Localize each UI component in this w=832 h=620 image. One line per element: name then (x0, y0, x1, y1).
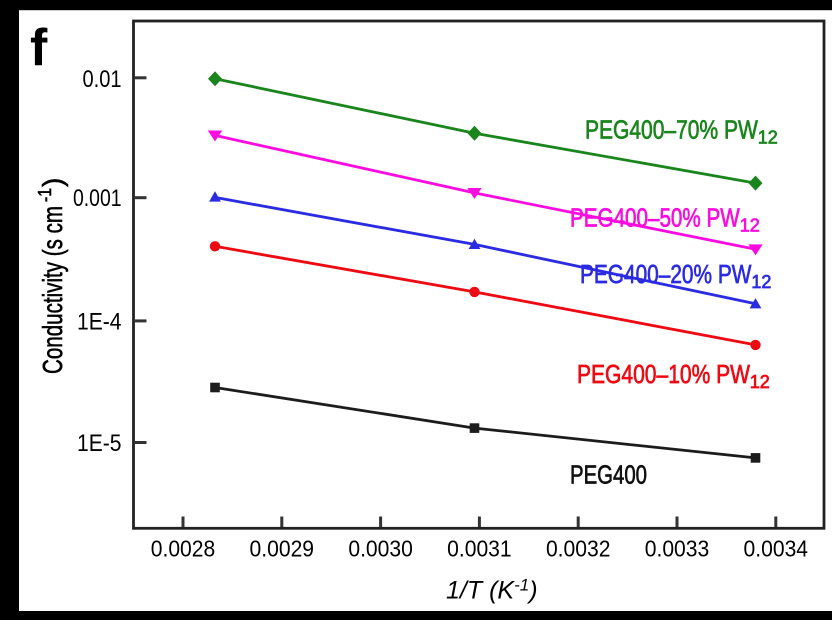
svg-text:12: 12 (750, 372, 770, 392)
svg-text:12: 12 (751, 272, 771, 292)
svg-text:PEG400–50% PW: PEG400–50% PW (570, 203, 740, 233)
svg-text:0.01: 0.01 (83, 66, 122, 93)
svg-text:0.0034: 0.0034 (744, 536, 809, 562)
svg-text:f: f (30, 19, 48, 77)
svg-text:0.0032: 0.0032 (546, 536, 611, 562)
svg-text:1E-5: 1E-5 (77, 430, 122, 457)
svg-text:12: 12 (740, 216, 760, 236)
svg-text:PEG400–10% PW: PEG400–10% PW (577, 359, 750, 389)
svg-text:PEG400: PEG400 (570, 460, 647, 490)
svg-text:12: 12 (758, 128, 778, 148)
svg-text:0.0028: 0.0028 (151, 536, 216, 562)
svg-text:0.001: 0.001 (73, 185, 122, 212)
svg-text:): ) (37, 178, 68, 187)
svg-text:0.0030: 0.0030 (348, 536, 413, 562)
svg-text:0.0033: 0.0033 (645, 536, 710, 562)
svg-text:0.0031: 0.0031 (447, 536, 512, 562)
svg-text:-1: -1 (35, 188, 55, 202)
svg-text:0.0029: 0.0029 (250, 536, 315, 562)
svg-text:1E-4: 1E-4 (77, 308, 122, 335)
svg-text:PEG400–70% PW: PEG400–70% PW (585, 114, 758, 144)
svg-text:Conductivity (s cm: Conductivity (s cm (37, 206, 68, 374)
